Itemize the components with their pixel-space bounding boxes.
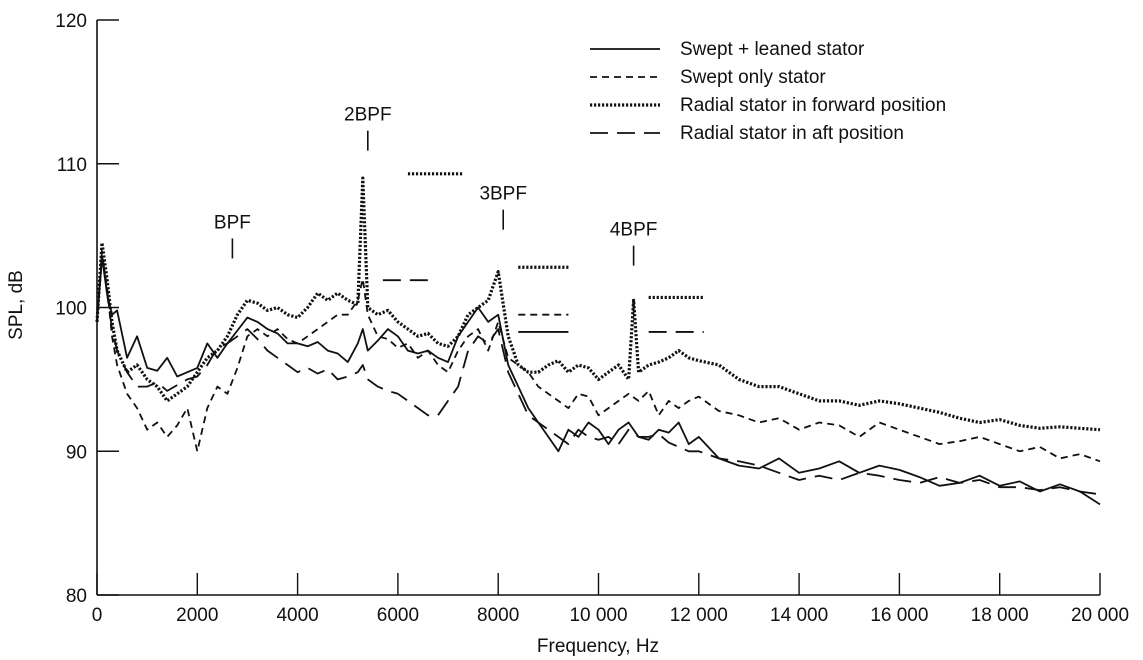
x-tick-label: 0: [92, 605, 103, 626]
peak-label: 4BPF: [610, 220, 658, 241]
x-tick-label: 2000: [176, 605, 218, 626]
peak-label: 2BPF: [344, 105, 392, 126]
x-tick-label: 4000: [276, 605, 318, 626]
y-tick-label: 100: [55, 299, 87, 320]
peak-label: BPF: [214, 212, 251, 233]
y-tick-label: 80: [66, 586, 87, 607]
series-line-4: [96, 249, 1101, 496]
x-tick-label: 16 000: [870, 605, 928, 626]
series-line-3: [95, 176, 1101, 432]
x-axis-title: Frequency, Hz: [537, 636, 659, 657]
x-tick-label: 20 000: [1071, 605, 1129, 626]
legend-label: Radial stator in forward position: [680, 95, 946, 116]
x-tick-label: 12 000: [670, 605, 728, 626]
x-tick-label: 8000: [477, 605, 519, 626]
x-tick-label: 14 000: [770, 605, 828, 626]
peak-label: 3BPF: [479, 184, 527, 205]
x-tick-label: 18 000: [971, 605, 1029, 626]
legend-label: Radial stator in aft position: [680, 123, 904, 144]
y-tick-label: 110: [57, 155, 87, 176]
series-line-1: [96, 256, 1101, 506]
x-tick-label: 6000: [377, 605, 419, 626]
y-tick-label: 120: [55, 11, 87, 32]
x-tick-label: 10 000: [569, 605, 627, 626]
y-axis-title: SPL, dB: [6, 270, 27, 340]
legend-label: Swept + leaned stator: [680, 39, 865, 60]
y-tick-label: 90: [66, 442, 87, 463]
legend-label: Swept only stator: [680, 67, 826, 88]
